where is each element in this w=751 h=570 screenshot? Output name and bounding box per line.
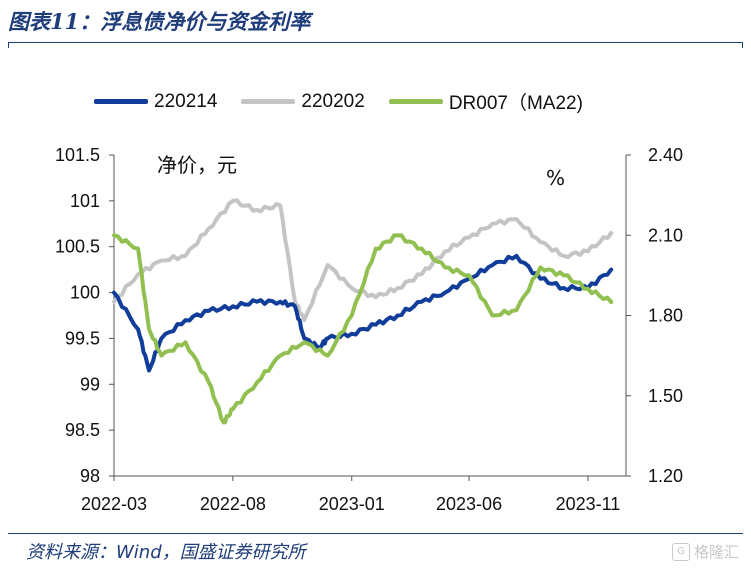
x-tick-label: 2022-03 [81,494,147,514]
watermark: G 格隆汇 [671,541,739,562]
chart-legend: 220214 220202 DR007（MA22) [94,88,607,115]
x-tick-label: 2023-11 [556,494,621,514]
legend-item-dr007: DR007（MA22) [388,88,583,115]
right-tick-label: 2.40 [648,145,683,165]
title-divider [8,42,743,43]
left-tick-label: 98.5 [65,420,100,440]
page-title: 图表11：浮息债净价与资金利率 [8,9,311,34]
legend-item-220214: 220214 [94,91,217,113]
series-line-220202 [112,198,614,323]
right-tick-label: 1.80 [648,306,683,326]
left-tick-label: 100 [70,283,100,303]
series-line-dr007 [112,233,614,425]
right-tick-label: 2.10 [648,225,683,245]
x-tick-label: 2023-01 [319,494,385,514]
left-tick-label: 100.5 [55,237,100,257]
legend-swatch-dr007 [388,99,443,104]
left-tick-label: 101.5 [55,145,100,165]
series-line-220214 [112,253,614,373]
left-tick-label: 99 [80,374,100,394]
title-divider-tick-left [8,42,9,48]
right-tick-label: 1.50 [648,386,683,406]
legend-swatch-220202 [241,99,296,104]
chart-axes: 98 98.5 99 99.5 100 100.5 101 101.5 1.20 1.50 1.80… [55,145,683,514]
title-divider-tick-right [742,42,743,48]
watermark-logo-icon: G [671,542,690,561]
legend-label-220202: 220202 [301,90,365,112]
left-axis-unit: 净价，元 [157,153,237,177]
right-axis-unit: % [546,166,565,190]
legend-label-220214: 220214 [154,90,218,112]
chart-series [112,198,614,425]
left-tick-label: 99.5 [65,328,100,348]
watermark-text: 格隆汇 [693,543,739,561]
source-note: 资料来源：Wind，国盛证券研究所 [26,542,306,563]
left-tick-label: 101 [70,191,100,211]
legend-label-dr007: DR007（MA22) [448,93,583,114]
x-tick-label: 2022-08 [200,494,266,514]
x-tick-label: 2023-06 [436,494,502,514]
right-tick-label: 1.20 [648,466,683,486]
legend-item-220202: 220202 [241,90,365,113]
footer-divider [8,533,743,534]
left-tick-label: 98 [80,466,100,486]
legend-swatch-220214 [94,99,148,104]
